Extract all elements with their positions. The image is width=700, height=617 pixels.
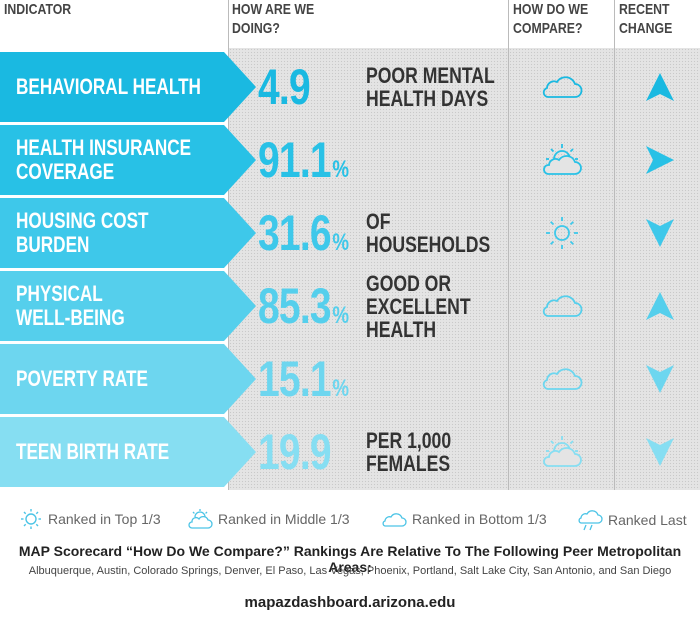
legend-top: Ranked in Top 1/3: [18, 508, 161, 530]
arrow-up-icon: [620, 52, 700, 122]
indicator-description: OF HOUSEHOLDS: [366, 209, 491, 257]
legend-middle-label: Ranked in Middle 1/3: [218, 511, 350, 527]
legend: Ranked in Top 1/3 Ranked in Middle 1/3 R…: [0, 500, 700, 540]
header-recent-change: RECENT CHANGE: [619, 1, 673, 37]
footer-url: mapazdashboard.arizona.edu: [244, 594, 456, 611]
partly-cloudy-icon: [514, 125, 610, 195]
indicator-description: PER 1,000 FEMALES: [366, 428, 452, 476]
footer-title: MAP Scorecard “How Do We Compare?” Ranki…: [18, 543, 682, 575]
indicator-label: POVERTY RATE: [16, 366, 148, 391]
rain-cloud-icon: [578, 510, 603, 531]
column-divider: [508, 0, 509, 490]
arrow-down-icon: [620, 344, 700, 414]
value-number: 91.1: [258, 132, 332, 188]
value-unit: %: [332, 302, 349, 329]
table-row: BEHAVIORAL HEALTH 4.9 POOR MENTAL HEALTH D…: [0, 52, 700, 122]
value-unit: %: [332, 375, 349, 402]
cloud-icon: [382, 513, 407, 527]
value-unit: %: [332, 156, 349, 183]
table-header: INDICATOR HOW ARE WE DOING? HOW DO WE CO…: [0, 0, 700, 48]
value-number: 19.9: [258, 424, 332, 480]
legend-middle: Ranked in Middle 1/3: [186, 508, 350, 530]
value-number: 85.3: [258, 278, 332, 334]
table-row: HEALTH INSURANCE COVERAGE 91.1%: [0, 125, 700, 195]
indicator-value: 31.6%: [258, 204, 349, 264]
cloud-icon: [514, 52, 610, 122]
legend-last-label: Ranked Last: [608, 512, 687, 528]
header-how-do-we-compare: HOW DO WE COMPARE?: [513, 1, 589, 37]
arrow-up-icon: [620, 271, 700, 341]
arrow-down-icon: [620, 198, 700, 268]
indicator-description: POOR MENTAL HEALTH DAYS: [366, 63, 495, 111]
header-how-are-we-doing: HOW ARE WE DOING?: [232, 1, 315, 37]
indicator-value: 19.9: [258, 423, 332, 483]
indicator-description: GOOD OR EXCELLENT HEALTH: [366, 270, 471, 342]
column-divider: [614, 0, 615, 490]
table-row: TEEN BIRTH RATE 19.9 PER 1,000 FEMALES: [0, 417, 700, 487]
footer-peer-cities: Albuquerque, Austin, Colorado Springs, D…: [28, 565, 672, 577]
legend-bottom: Ranked in Bottom 1/3: [380, 508, 547, 530]
table-row: POVERTY RATE 15.1%: [0, 344, 700, 414]
scorecard-grid: BEHAVIORAL HEALTH 4.9 POOR MENTAL HEALTH D…: [0, 48, 700, 490]
indicator-value: 15.1%: [258, 350, 349, 410]
indicator-label: TEEN BIRTH RATE: [16, 439, 170, 464]
arrow-down-icon: [620, 417, 700, 487]
table-row: PHYSICAL WELL-BEING 85.3% GOOD OR EXCELLEN…: [0, 271, 700, 341]
legend-top-label: Ranked in Top 1/3: [48, 511, 161, 527]
legend-bottom-label: Ranked in Bottom 1/3: [412, 511, 547, 527]
indicator-value: 91.1%: [258, 131, 349, 191]
indicator-value: 85.3%: [258, 277, 349, 337]
header-indicator: INDICATOR: [4, 1, 72, 18]
indicator-label: HOUSING COST BURDEN: [16, 208, 149, 257]
value-number: 31.6: [258, 205, 332, 261]
value-number: 15.1: [258, 351, 332, 407]
arrow-right-icon: [620, 125, 700, 195]
indicator-value: 4.9: [258, 58, 311, 118]
partly-cloudy-icon: [514, 417, 610, 487]
indicator-label: PHYSICAL WELL-BEING: [16, 281, 125, 330]
indicator-label: HEALTH INSURANCE COVERAGE: [16, 135, 192, 184]
cloud-icon: [514, 271, 610, 341]
sun-icon: [21, 509, 41, 529]
value-number: 4.9: [258, 59, 311, 115]
partly-cloudy-icon: [188, 509, 213, 529]
cloud-icon: [514, 344, 610, 414]
legend-last: Ranked Last: [576, 508, 687, 532]
table-row: HOUSING COST BURDEN 31.6% OF HOUSEHOLDS: [0, 198, 700, 268]
indicator-label: BEHAVIORAL HEALTH: [16, 74, 201, 99]
sun-icon: [514, 198, 610, 268]
value-unit: %: [332, 229, 349, 256]
